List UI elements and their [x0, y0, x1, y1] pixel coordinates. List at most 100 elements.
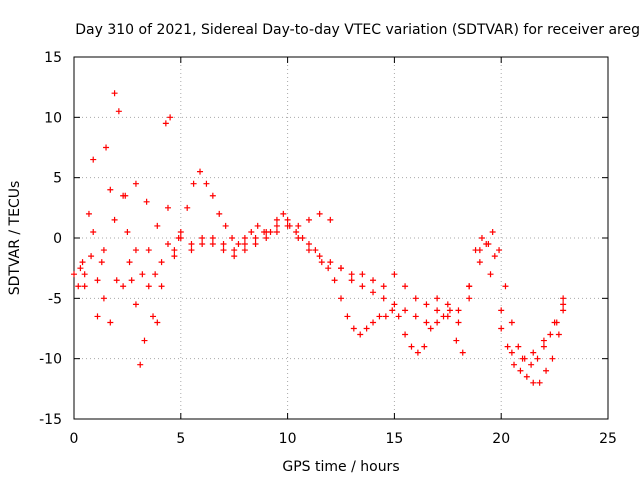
data-point-marker — [455, 319, 462, 326]
data-point-marker — [90, 156, 97, 163]
data-point-marker — [515, 343, 522, 350]
data-point-marker — [209, 241, 216, 248]
data-point-marker — [241, 247, 248, 254]
data-point-marker — [171, 247, 178, 254]
data-point-marker — [252, 241, 259, 248]
data-point-marker — [295, 222, 302, 229]
data-point-marker — [316, 253, 323, 260]
data-point-marker — [528, 361, 535, 368]
data-point-marker — [414, 349, 421, 356]
data-point-marker — [491, 253, 498, 260]
data-point-marker — [530, 349, 537, 356]
data-point-marker — [459, 349, 466, 356]
data-point-marker — [350, 325, 357, 332]
data-point-marker — [316, 210, 323, 217]
data-point-marker — [370, 277, 377, 284]
data-point-marker — [476, 247, 483, 254]
data-point-marker — [75, 283, 82, 290]
data-point-marker — [252, 235, 259, 241]
data-point-marker — [162, 120, 169, 127]
data-point-marker — [141, 337, 148, 344]
data-point-marker — [220, 241, 227, 248]
axis-ticks — [73, 56, 609, 420]
data-point-marker — [391, 271, 398, 278]
series-trace-c — [79, 180, 567, 362]
data-point-marker — [177, 228, 184, 235]
data-point-marker — [434, 295, 441, 302]
data-point-marker — [453, 337, 460, 344]
data-point-marker — [444, 313, 451, 320]
data-point-marker — [540, 337, 547, 344]
data-point-marker — [363, 325, 370, 332]
data-point-marker — [254, 222, 261, 229]
data-point-marker — [549, 355, 556, 362]
data-point-marker — [466, 295, 473, 302]
data-point-marker — [103, 144, 110, 151]
data-point-marker — [81, 283, 88, 290]
data-point-marker — [478, 235, 485, 241]
series-trace-b — [75, 222, 567, 368]
data-point-marker — [273, 222, 280, 229]
data-point-marker — [235, 241, 242, 248]
data-points — [71, 90, 567, 386]
data-point-marker — [81, 271, 88, 278]
data-point-marker — [273, 228, 280, 235]
data-point-marker — [77, 265, 84, 272]
data-point-marker — [498, 307, 505, 314]
data-point-marker — [318, 259, 325, 266]
data-point-marker — [164, 241, 171, 248]
x-tick-label: 10 — [279, 431, 297, 447]
data-point-marker — [231, 247, 238, 254]
y-tick-label: -10 — [39, 352, 62, 368]
y-tick-label: 0 — [53, 231, 62, 247]
data-point-marker — [389, 307, 396, 314]
data-point-marker — [312, 247, 319, 254]
data-point-marker — [197, 168, 204, 175]
data-point-marker — [421, 343, 428, 350]
data-point-marker — [158, 283, 165, 290]
data-point-marker — [370, 289, 377, 296]
data-point-marker — [508, 349, 515, 356]
data-point-marker — [359, 271, 366, 278]
data-point-marker — [98, 259, 105, 266]
y-tick-label: 10 — [44, 110, 62, 126]
data-point-marker — [489, 228, 496, 235]
data-point-marker — [331, 277, 338, 284]
data-point-marker — [199, 241, 206, 248]
data-point-marker — [284, 216, 291, 223]
data-point-marker — [209, 235, 216, 241]
data-point-marker — [496, 247, 503, 254]
data-point-marker — [551, 319, 558, 326]
data-point-marker — [167, 114, 174, 121]
data-point-marker — [348, 277, 355, 284]
data-point-marker — [139, 271, 146, 278]
data-point-marker — [376, 313, 383, 320]
x-tick-label: 20 — [492, 431, 510, 447]
data-point-marker — [412, 313, 419, 320]
data-point-marker — [145, 247, 152, 254]
data-point-marker — [229, 235, 236, 241]
data-point-marker — [408, 343, 415, 350]
y-tick-labels: -15 -10 -5 0 5 10 15 — [39, 50, 62, 428]
data-point-marker — [380, 295, 387, 302]
data-point-marker — [143, 198, 150, 205]
data-point-marker — [126, 259, 133, 266]
data-point-marker — [502, 283, 509, 290]
data-point-marker — [540, 343, 547, 350]
data-point-marker — [124, 228, 131, 235]
data-point-marker — [209, 192, 216, 199]
data-point-marker — [100, 295, 107, 302]
y-tick-label: 15 — [44, 50, 62, 66]
data-point-marker — [120, 283, 127, 290]
data-point-marker — [145, 283, 152, 290]
data-point-marker — [325, 265, 332, 272]
data-point-marker — [434, 319, 441, 326]
data-point-marker — [517, 367, 524, 374]
data-point-marker — [158, 259, 165, 266]
x-tick-label: 0 — [70, 431, 79, 447]
data-point-marker — [543, 367, 550, 374]
data-point-marker — [113, 277, 120, 284]
data-point-marker — [164, 204, 171, 211]
data-point-marker — [305, 216, 312, 223]
data-point-marker — [357, 331, 364, 338]
